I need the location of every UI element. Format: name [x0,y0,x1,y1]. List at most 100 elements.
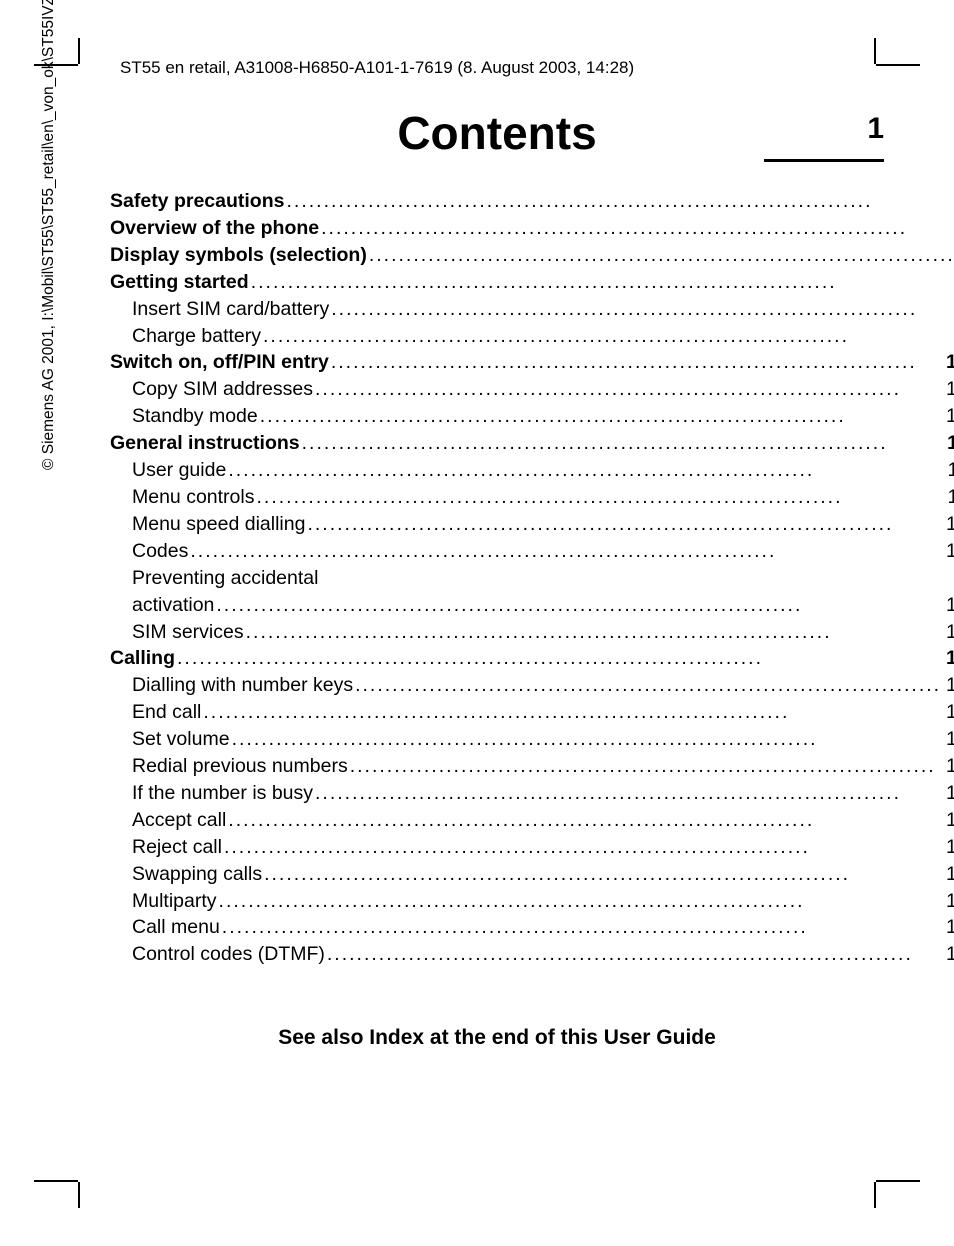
toc-label: User guide [132,457,226,484]
crop-mark [78,38,80,64]
toc-row: General instructions 11 [110,430,954,457]
toc-row: Multiparty 18 [110,888,954,915]
toc-page: 17 [946,861,954,888]
toc-row: Swapping calls 17 [110,861,954,888]
toc-page: 11 [947,457,954,484]
toc-dots [256,484,945,511]
toc-dots [246,619,944,646]
toc-row: Set volume 15 [110,726,954,753]
toc-row: Accept call 16 [110,807,954,834]
toc-dots [331,349,944,376]
toc-label: Control codes (DTMF) [132,941,325,968]
toc-page: 16 [946,807,954,834]
crop-mark [876,64,920,66]
toc-row: Reject call 16 [110,834,954,861]
toc-page: 19 [946,941,954,968]
toc-label: Display symbols (selection) [110,242,367,269]
toc-page: 18 [946,888,954,915]
toc-page: 16 [946,780,954,807]
toc-label: Call menu [132,914,220,941]
toc-row: Overview of the phone 5 [110,215,954,242]
toc-label: Swapping calls [132,861,262,888]
toc-dots [355,672,944,699]
toc-dots [228,457,945,484]
toc-dots [232,726,944,753]
toc-row: Getting started 8 [110,269,954,296]
toc-row: Codes 12 [110,538,954,565]
toc-row: Preventing accidental [110,565,954,592]
crop-mark [34,1180,78,1182]
toc-label: Codes [132,538,188,565]
page: © Siemens AG 2001, I:\Mobil\ST55\ST55_re… [0,0,954,1246]
toc-dots [315,376,944,403]
toc-dots [177,645,944,672]
toc-page: 15 [946,726,954,753]
toc-page: 15 [946,753,954,780]
toc-label: SIM services [132,619,244,646]
toc-label: Multiparty [132,888,217,915]
toc-label: Charge battery [132,323,261,350]
toc-row: Display symbols (selection) 7 [110,242,954,269]
toc-row: Insert SIM card/battery 8 [110,296,954,323]
title-row: Contents 1 [110,106,884,160]
toc-label: General instructions [110,430,300,457]
toc-dots [302,430,945,457]
toc-left-column: Safety precautions 3Overview of the phon… [110,188,954,968]
toc-row: Safety precautions 3 [110,188,954,215]
toc-row: Switch on, off/PIN entry 10 [110,349,954,376]
toc-label: Standby mode [132,403,258,430]
toc-dots [315,780,944,807]
toc-page: 10 [946,376,954,403]
toc-label: Getting started [110,269,249,296]
toc-row: Calling 15 [110,645,954,672]
toc-dots [216,592,944,619]
toc-columns: Safety precautions 3Overview of the phon… [110,188,884,968]
toc-label: Redial previous numbers [132,753,348,780]
toc-dots [263,323,954,350]
toc-row: Menu controls 11 [110,484,954,511]
side-copyright: © Siemens AG 2001, I:\Mobil\ST55\ST55_re… [40,0,58,470]
toc-row: If the number is busy 16 [110,780,954,807]
toc-page: 15 [946,672,954,699]
toc-row: End call 15 [110,699,954,726]
crop-mark [78,1182,80,1208]
toc-label: Menu controls [132,484,254,511]
toc-label: Accept call [132,807,226,834]
toc-dots [307,511,944,538]
toc-dots [264,861,944,888]
toc-dots [224,834,944,861]
toc-label: Calling [110,645,175,672]
toc-label: Copy SIM addresses [132,376,313,403]
toc-row: Control codes (DTMF) 19 [110,941,954,968]
toc-row: Copy SIM addresses 10 [110,376,954,403]
page-title: Contents [110,106,884,160]
footer-note: See also Index at the end of this User G… [110,1026,884,1050]
toc-dots [219,888,944,915]
toc-row: Standby mode 10 [110,403,954,430]
toc-page: 10 [946,403,954,430]
toc-row: Charge battery 9 [110,323,954,350]
toc-label: Menu speed dialling [132,511,305,538]
toc-label: End call [132,699,201,726]
toc-label: Set volume [132,726,230,753]
toc-label: Switch on, off/PIN entry [110,349,329,376]
toc-label: If the number is busy [132,780,313,807]
toc-dots [222,914,944,941]
toc-page: 15 [946,645,954,672]
toc-page: 16 [946,834,954,861]
toc-page: 15 [946,699,954,726]
title-underline [764,159,884,162]
toc-label: Preventing accidental [132,565,318,592]
toc-dots [228,807,944,834]
toc-label: Safety precautions [110,188,284,215]
toc-page: 12 [946,538,954,565]
toc-label: Overview of the phone [110,215,319,242]
toc-label: Reject call [132,834,222,861]
toc-dots [369,242,954,269]
toc-dots [327,941,944,968]
toc-page: 13 [946,592,954,619]
toc-page: 11 [947,484,954,511]
toc-row: activation 13 [110,592,954,619]
toc-dots [203,699,944,726]
toc-dots [286,188,954,215]
